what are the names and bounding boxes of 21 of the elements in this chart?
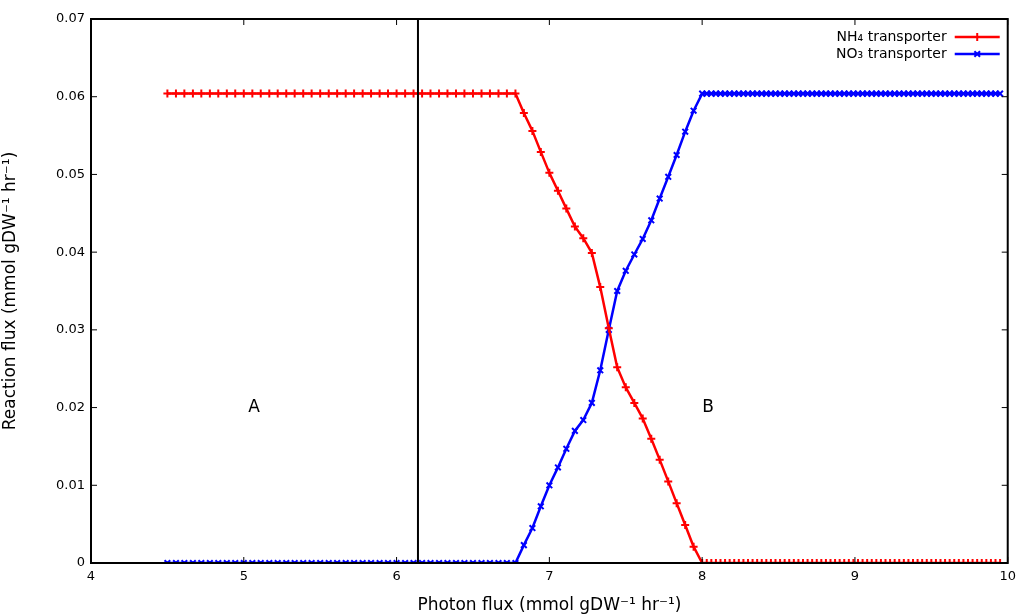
annotation: A	[248, 396, 261, 417]
y-tick-label: 0.05	[56, 165, 85, 181]
y-tick-label: 0.03	[56, 321, 85, 337]
y-tick-label: 0.06	[56, 88, 85, 104]
x-tick-label: 10	[999, 568, 1016, 584]
y-tick-label: 0	[76, 554, 85, 570]
y-tick-label: 0.01	[56, 476, 85, 492]
x-tick-label: 6	[392, 568, 401, 584]
y-tick-label: 0.07	[56, 10, 85, 26]
y-tick-label: 0.04	[56, 243, 85, 259]
legend-label: NO₃ transporter	[836, 44, 947, 61]
x-tick-label: 9	[850, 568, 860, 584]
legend-label: NH₄ transporter	[836, 27, 947, 44]
x-tick-label: 7	[545, 568, 554, 584]
annotation: B	[702, 396, 714, 417]
y-axis-title: Reaction flux (mmol gDW⁻¹ hr⁻¹)	[0, 151, 19, 431]
y-tick-label: 0.02	[56, 398, 85, 414]
x-tick-label: 5	[239, 568, 248, 584]
x-tick-label: 4	[86, 568, 96, 584]
x-axis-title: Photon flux (mmol gDW⁻¹ hr⁻¹)	[417, 594, 682, 615]
x-tick-label: 8	[698, 568, 707, 584]
